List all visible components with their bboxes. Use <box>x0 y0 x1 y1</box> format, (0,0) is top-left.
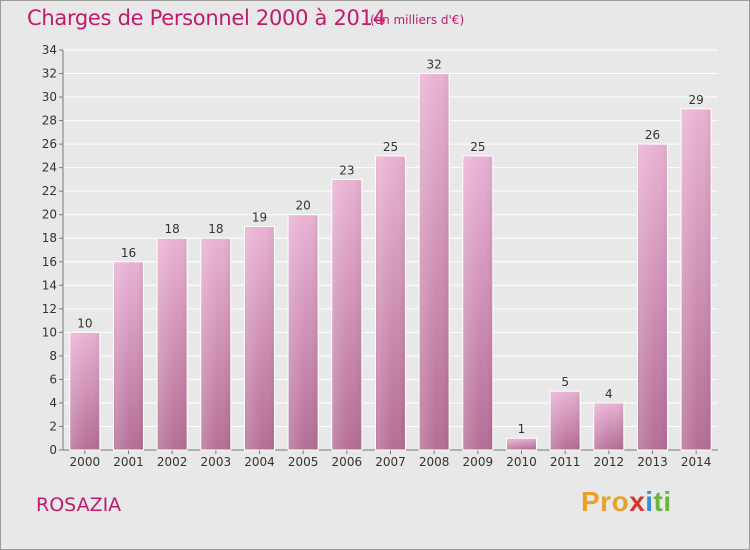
brand-part: Pro <box>581 486 630 517</box>
data-label: 10 <box>77 316 92 330</box>
bar-shade <box>376 156 405 450</box>
bar-shade <box>289 215 318 450</box>
data-label: 18 <box>165 222 180 236</box>
x-tick-label: 2013 <box>637 455 668 469</box>
y-tick-label: 0 <box>49 443 57 457</box>
data-label: 16 <box>121 246 136 260</box>
data-label: 19 <box>252 210 267 224</box>
y-tick-label: 6 <box>49 372 57 386</box>
data-label: 32 <box>427 58 442 72</box>
data-label: 25 <box>383 140 398 154</box>
y-tick-label: 20 <box>42 208 57 222</box>
y-tick-label: 4 <box>49 396 57 410</box>
x-tick-label: 2010 <box>506 455 537 469</box>
bar-shade <box>201 239 230 450</box>
x-tick-label: 2008 <box>419 455 450 469</box>
brand-part: ti <box>653 486 672 517</box>
x-tick-label: 2014 <box>681 455 712 469</box>
bar-layer: 10 16 18 18 19 20 23 25 32 25 1 5 4 26 29 <box>69 58 712 451</box>
y-tick-label: 24 <box>42 161 57 175</box>
bar-shade <box>682 109 711 450</box>
data-label: 20 <box>296 199 311 213</box>
x-tick-label: 2004 <box>244 455 275 469</box>
commune-name: ROSAZIA <box>36 494 122 516</box>
data-label: 25 <box>470 140 485 154</box>
x-tick-label: 2000 <box>70 455 101 469</box>
y-tick-label: 2 <box>49 419 57 433</box>
data-label: 29 <box>689 93 704 107</box>
y-tick-label: 10 <box>42 325 57 339</box>
y-tick-label: 12 <box>42 302 57 316</box>
bar-shade <box>114 262 143 450</box>
bar-shade <box>594 403 623 450</box>
x-tick-label: 2005 <box>288 455 319 469</box>
y-tick-label: 28 <box>42 114 57 128</box>
x-tick-label: 2011 <box>550 455 581 469</box>
x-tick-label: 2012 <box>594 455 625 469</box>
data-label: 4 <box>605 387 613 401</box>
data-label: 5 <box>561 375 569 389</box>
x-tick-label: 2001 <box>113 455 144 469</box>
y-tick-label: 16 <box>42 255 57 269</box>
bar-shade <box>70 333 99 450</box>
y-tick-label: 34 <box>42 43 57 57</box>
y-tick-label: 26 <box>42 137 57 151</box>
proxiti-logo: Proxiti <box>581 486 672 518</box>
bar-shade <box>420 74 449 450</box>
x-tick-label: 2006 <box>332 455 363 469</box>
bar-shade <box>551 392 580 450</box>
brand-part: i <box>645 486 654 517</box>
y-tick-label: 30 <box>42 90 57 104</box>
bar-shade <box>332 180 361 451</box>
bar-shade <box>507 439 536 450</box>
x-tick-label: 2002 <box>157 455 188 469</box>
data-label: 1 <box>518 422 526 436</box>
y-tick-label: 8 <box>49 349 57 363</box>
bar-shade <box>463 156 492 450</box>
chart-title: Charges de Personnel 2000 à 2014 <box>27 6 386 30</box>
bar-shade <box>638 145 667 450</box>
x-tick-label: 2003 <box>201 455 232 469</box>
y-tick-label: 32 <box>42 67 57 81</box>
bar-shade <box>245 227 274 450</box>
x-tick-label: 2009 <box>463 455 494 469</box>
x-tick-label: 2007 <box>375 455 406 469</box>
data-label: 26 <box>645 128 660 142</box>
y-tick-label: 22 <box>42 184 57 198</box>
y-tick-label: 14 <box>42 278 57 292</box>
data-label: 18 <box>208 222 223 236</box>
chart-subtitle: (en milliers d'€) <box>370 13 465 27</box>
bar-shade <box>158 239 187 450</box>
y-tick-label: 18 <box>42 231 57 245</box>
data-label: 23 <box>339 163 354 177</box>
brand-part: x <box>629 486 646 517</box>
